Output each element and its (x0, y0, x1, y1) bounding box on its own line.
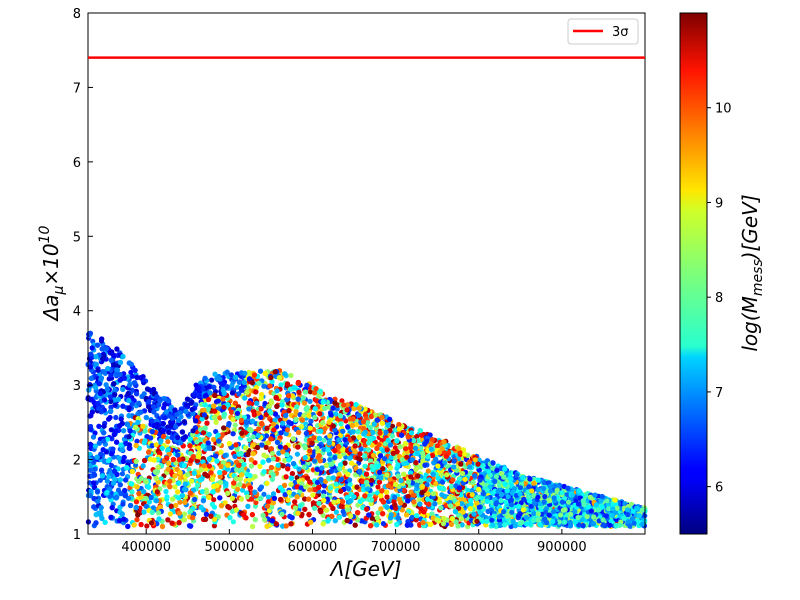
scatter-point (113, 414, 119, 421)
scatter-point (133, 462, 139, 468)
scatter-point (211, 523, 217, 529)
scatter-point (222, 500, 228, 506)
scatter-point (92, 430, 98, 436)
scatter-point (87, 451, 93, 457)
scatter-point (140, 463, 146, 469)
scatter-point (299, 511, 305, 517)
scatter-point (448, 521, 454, 528)
scatter-point (97, 477, 103, 483)
scatter-point (232, 422, 238, 428)
scatter-point (278, 382, 284, 388)
scatter-point (294, 451, 300, 457)
scatter-point (158, 438, 164, 444)
scatter-point (423, 472, 429, 478)
scatter-point (349, 460, 355, 466)
scatter-point (133, 499, 140, 505)
scatter-point (146, 499, 152, 505)
scatter-point (239, 487, 246, 493)
scatter-point (292, 479, 298, 485)
scatter-point (139, 393, 145, 400)
scatter-point (209, 377, 215, 383)
scatter-point (274, 388, 280, 394)
scatter-point (211, 436, 217, 443)
scatter-point (375, 510, 381, 516)
scatter-point (374, 490, 380, 496)
scatter-point (285, 497, 291, 503)
scatter-point (232, 453, 238, 459)
scatter-point (375, 484, 381, 490)
scatter-point (389, 423, 396, 429)
scatter-point (252, 460, 258, 466)
scatter-point (307, 398, 313, 404)
scatter-point (414, 434, 420, 440)
scatter-point (269, 476, 275, 482)
scatter-point (88, 427, 94, 433)
scatter-point (380, 521, 386, 527)
scatter-point (333, 509, 339, 515)
scatter-point (158, 476, 164, 482)
scatter-point (87, 467, 94, 473)
scatter-point (167, 511, 173, 517)
scatter-point (321, 483, 327, 489)
scatter-point (105, 436, 111, 442)
scatter-point (129, 373, 135, 379)
scatter-point (253, 499, 259, 506)
scatter-point (228, 372, 234, 378)
scatter-point (416, 497, 422, 503)
scatter-point (177, 499, 183, 505)
scatter-point (148, 435, 154, 441)
scatter-point (434, 443, 440, 449)
scatter-point (106, 416, 112, 422)
scatter-point (262, 400, 268, 407)
scatter-point (128, 369, 134, 375)
scatter-point (165, 439, 171, 445)
scatter-point (307, 389, 313, 395)
scatter-point (173, 411, 179, 418)
scatter-points (85, 330, 648, 530)
scatter-point (311, 390, 318, 396)
scatter-point (263, 444, 269, 450)
scatter-point (246, 437, 252, 443)
scatter-point (119, 471, 125, 477)
scatter-point (291, 491, 297, 497)
scatter-point (230, 519, 236, 525)
scatter-point (211, 497, 217, 503)
scatter-point (425, 468, 431, 474)
scatter-point (144, 523, 150, 529)
scatter-point (430, 475, 436, 481)
scatter-point (261, 491, 267, 497)
scatter-point (134, 438, 140, 444)
scatter-point (339, 398, 345, 404)
